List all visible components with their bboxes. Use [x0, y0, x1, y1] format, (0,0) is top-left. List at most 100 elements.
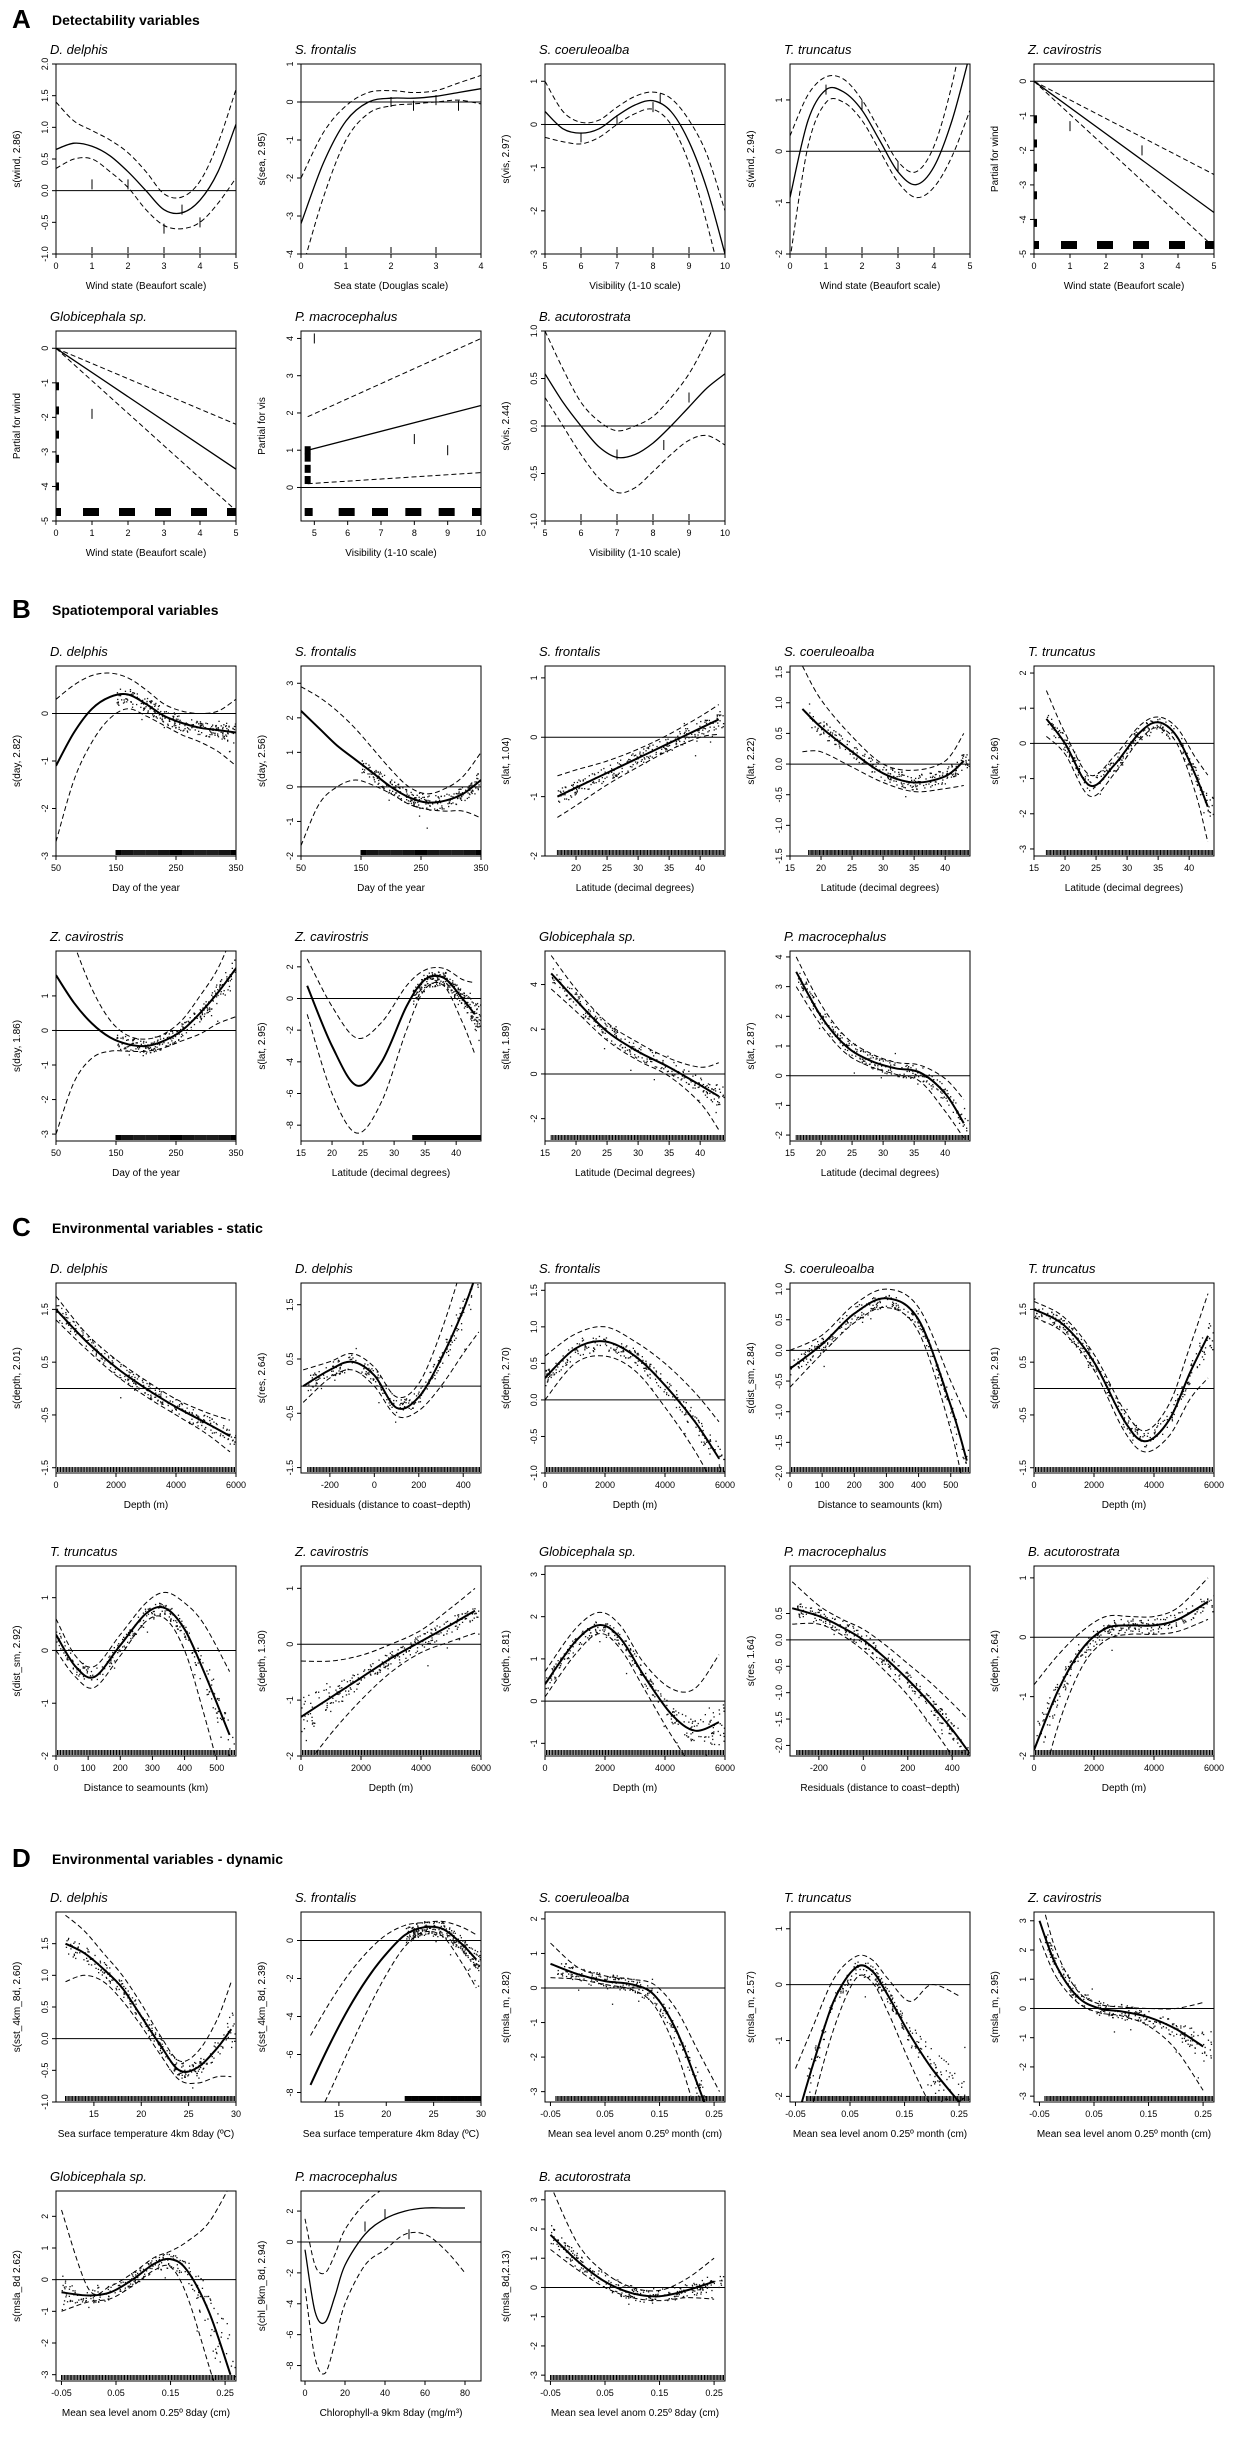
residual-point [224, 994, 226, 996]
residual-point [200, 1009, 202, 1012]
residual-point [149, 707, 151, 709]
residual-point [628, 1049, 630, 1051]
residual-point [177, 1030, 179, 1032]
residual-point [339, 1373, 341, 1375]
residual-point [599, 1026, 601, 1028]
lower-confidence-band [56, 157, 236, 230]
residual-point [806, 996, 808, 998]
residual-point [659, 741, 661, 743]
residual-point [954, 775, 956, 777]
residual-point [410, 802, 413, 804]
residual-point [421, 991, 423, 993]
residual-point [870, 1061, 872, 1064]
species-title: T. truncatus [1028, 644, 1096, 659]
residual-point [818, 722, 820, 724]
residual-point [823, 726, 825, 728]
residual-point [685, 1402, 687, 1404]
residual-point [649, 755, 651, 757]
y-tick-label: -0.5 [40, 1407, 50, 1423]
residual-point [961, 769, 963, 771]
residual-point [217, 733, 219, 735]
residual-point [132, 1380, 134, 1382]
residual-point [462, 1300, 464, 1302]
y-tick-label: -1 [285, 136, 295, 144]
residual-point [133, 1038, 135, 1041]
residual-point [969, 1123, 970, 1125]
residual-point [449, 800, 451, 802]
residual-point [395, 792, 398, 794]
rug [115, 850, 237, 855]
residual-point [440, 980, 442, 982]
residual-point [948, 1104, 950, 1106]
residual-point [848, 1042, 850, 1044]
plot-frame [300, 330, 482, 522]
residual-point [196, 1422, 198, 1424]
residual-point [874, 1064, 876, 1067]
residual-point [74, 1331, 76, 1333]
y-tick-label: 2 [285, 410, 295, 415]
residual-point [651, 1051, 654, 1054]
residual-point [378, 1377, 380, 1379]
residual-point [438, 978, 440, 980]
residual-point [216, 984, 218, 986]
plot-area [56, 672, 236, 842]
residual-point [471, 1017, 473, 1019]
y-axis-label: s(lat, 1.04) [501, 737, 512, 784]
residual-point [834, 1031, 836, 1033]
residual-point [480, 1258, 481, 1259]
residual-point [649, 745, 651, 747]
residual-point [846, 743, 848, 746]
residual-point [950, 1096, 952, 1098]
residual-point [445, 1338, 447, 1341]
residual-point [931, 776, 934, 779]
residual-point [579, 996, 581, 998]
residual-point [1084, 776, 1087, 778]
y-tick-label: 0 [1018, 741, 1028, 746]
residual-point [229, 1433, 231, 1435]
residual-point [215, 986, 217, 988]
residual-point [831, 1026, 834, 1028]
residual-point [1186, 752, 1188, 754]
residual-point [460, 1323, 463, 1325]
residual-point [189, 1421, 191, 1423]
partial-point [1034, 218, 1037, 227]
residual-point [429, 978, 431, 980]
residual-point [191, 724, 193, 726]
residual-point [157, 1400, 159, 1402]
residual-point [962, 1125, 964, 1127]
residual-point [609, 1026, 612, 1028]
residual-point [929, 772, 932, 775]
residual-point [713, 726, 715, 728]
residual-point [74, 1324, 77, 1327]
residual-point [144, 698, 146, 700]
residual-point [212, 732, 214, 734]
residual-point [614, 1031, 616, 1033]
residual-point [576, 788, 578, 791]
residual-point [313, 1374, 315, 1376]
residual-point [818, 1027, 821, 1030]
residual-point [706, 719, 708, 721]
residual-point [681, 1078, 683, 1080]
residual-point [445, 980, 447, 983]
residual-point [960, 759, 962, 761]
residual-point [547, 1379, 549, 1381]
residual-point [909, 785, 912, 787]
residual-point [472, 790, 474, 792]
residual-point [461, 999, 463, 1001]
residual-point [435, 800, 437, 802]
residual-point [220, 993, 222, 995]
residual-point [463, 1298, 466, 1300]
x-tick-label: 40 [1184, 863, 1194, 873]
residual-point [220, 991, 222, 993]
residual-point [661, 1067, 663, 1069]
residual-point [373, 777, 375, 779]
residual-point [172, 1037, 174, 1039]
residual-point [147, 1047, 149, 1049]
residual-point [1113, 770, 1115, 772]
residual-point [337, 1361, 339, 1363]
residual-point [636, 763, 638, 765]
residual-point [367, 1364, 369, 1366]
residual-point [896, 776, 898, 778]
plot-area [545, 704, 725, 818]
residual-point [433, 1364, 435, 1366]
